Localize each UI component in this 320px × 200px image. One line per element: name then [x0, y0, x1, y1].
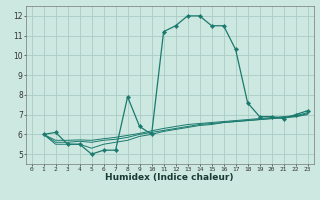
X-axis label: Humidex (Indice chaleur): Humidex (Indice chaleur)	[105, 173, 234, 182]
